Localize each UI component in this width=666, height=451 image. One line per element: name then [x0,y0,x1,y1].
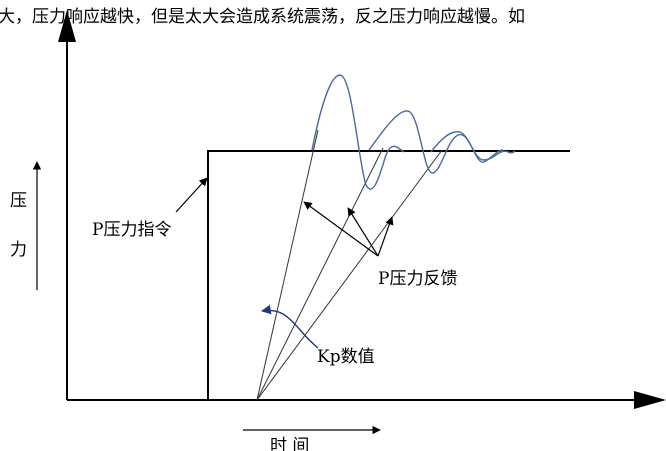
feedback-arrow-2 [347,207,379,257]
response-curve-large-overshoot [311,74,405,190]
command-arrow [175,177,208,213]
header-text: 大，压力响应越快，但是太大会造成系统震荡，反之压力响应越慢。如 [0,6,525,27]
rise-line-fast [256,129,319,401]
feedback-arrow-3 [377,216,394,257]
kp-curved-arrow [261,304,319,349]
pressure-command-step [207,150,570,400]
response-curve-small-overshoot [430,131,516,161]
y-axis-label-1: 压 [10,191,27,211]
x-axis-label: 时 间 [270,436,309,451]
x-axis-arrowhead [634,391,666,409]
command-label: P压力指令 [92,220,171,240]
y-axis-label-2: 力 [10,240,27,260]
y-axis-arrowhead [58,10,76,42]
response-curve-medium-overshoot [368,110,504,174]
rise-line-medium [256,147,384,401]
kp-label: Kp数值 [317,347,375,367]
rise-line-slow [256,149,443,401]
feedback-label: P压力反馈 [378,269,457,289]
feedback-arrow-1 [303,201,379,257]
